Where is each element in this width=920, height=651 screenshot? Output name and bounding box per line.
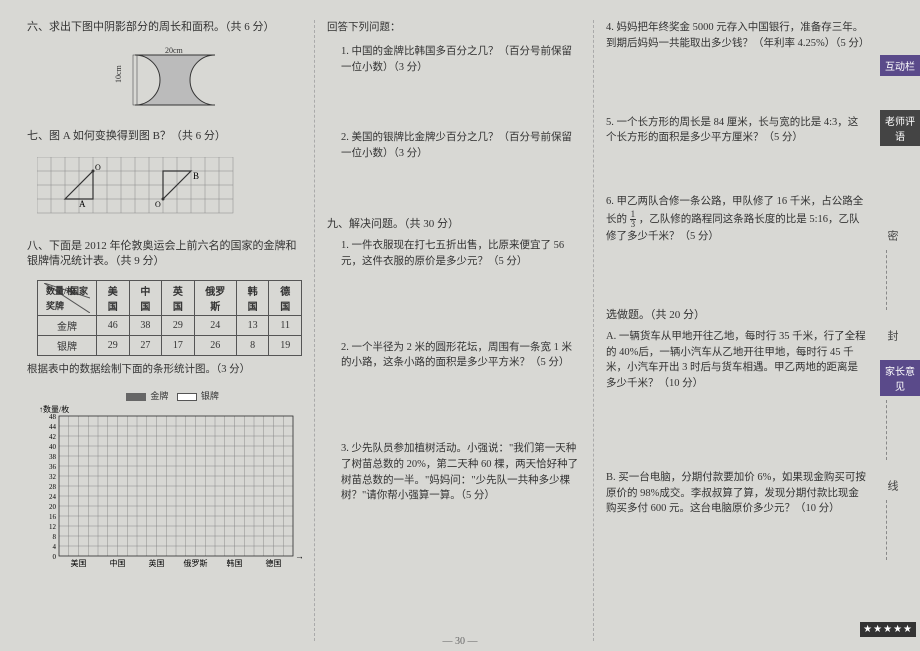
- table-row: 金牌 46 38 29 24 13 11: [38, 315, 302, 335]
- q6-title: 六、求出下图中阴影部分的周长和面积。（共 6 分）: [27, 20, 302, 35]
- q9-6: 6. 甲乙两队合修一条公路，甲队修了 16 千米，占公路全长的 13 ，乙队修的…: [606, 194, 867, 245]
- seal-feng: 封: [884, 330, 900, 341]
- medals-table: 国家 数量/枚 奖牌 美国 中国 英国 俄罗斯 韩国 德国 金牌 46 38 2…: [37, 280, 302, 356]
- bonus-A: A. 一辆货车从甲地开往乙地，每时行 35 千米，行了全程的 40%后，一辆小汽…: [606, 329, 867, 392]
- q6-figure: 20cm 10cm: [105, 45, 225, 115]
- diag-header: 国家 数量/枚 奖牌: [44, 283, 90, 313]
- q7-title: 七、图 A 如何变换得到图 B？（共 6 分）: [27, 129, 302, 144]
- q8-sub1: 1. 中国的金牌比韩国多百分之几？（百分号前保留一位小数）（3 分）: [327, 44, 581, 76]
- column-left: 六、求出下图中阴影部分的周长和面积。（共 6 分） 20cm 10cm 七、图 …: [15, 20, 314, 641]
- difficulty-stars: ★★★★★: [860, 622, 916, 637]
- svg-text:38: 38: [49, 453, 57, 461]
- svg-text:32: 32: [49, 473, 57, 481]
- q8-title: 八、下面是 2012 年伦敦奥运会上前六名的国家的金牌和银牌情况统计表。（共 9…: [27, 239, 302, 270]
- table-row: 银牌 29 27 17 26 8 19: [38, 335, 302, 355]
- q9-title: 九、解决问题。（共 30 分）: [327, 217, 581, 232]
- seal-xian: 线: [884, 480, 900, 491]
- svg-text:O: O: [155, 200, 161, 209]
- svg-text:42: 42: [49, 433, 57, 441]
- fig6-height-label: 10cm: [114, 65, 123, 84]
- svg-text:0: 0: [53, 553, 57, 561]
- side-panel: 互动栏 老师评语 家长意见 密 封 线 ★★★★★: [870, 0, 920, 651]
- q9-5: 5. 一个长方形的周长是 84 厘米，长与宽的比是 4:3，这个长方形的面积是多…: [606, 115, 867, 147]
- svg-text:12: 12: [49, 523, 57, 531]
- column-middle: 回答下列问题： 1. 中国的金牌比韩国多百分之几？（百分号前保留一位小数）（3 …: [314, 20, 594, 641]
- svg-text:韩国: 韩国: [227, 558, 243, 568]
- svg-text:中国: 中国: [110, 558, 126, 568]
- svg-text:48: 48: [49, 413, 57, 421]
- chart-legend: 金牌 银牌: [37, 389, 302, 402]
- svg-text:16: 16: [49, 513, 57, 521]
- svg-text:4: 4: [53, 543, 57, 551]
- svg-text:28: 28: [49, 483, 57, 491]
- svg-text:44: 44: [49, 423, 57, 431]
- q8-sub2: 2. 美国的银牌比金牌少百分之几？（百分号前保留一位小数）（3 分）: [327, 130, 581, 162]
- svg-text:B: B: [193, 171, 199, 181]
- col2-intro: 回答下列问题：: [327, 20, 581, 36]
- q9-4: 4. 妈妈把年终奖金 5000 元存入中国银行，准备存三年。到期后妈妈一共能取出…: [606, 20, 867, 52]
- svg-text:40: 40: [49, 443, 57, 451]
- svg-text:→: →: [295, 551, 302, 561]
- legend-silver-box: [177, 393, 197, 401]
- legend-gold-box: [126, 393, 146, 401]
- q9-2: 2. 一个半径为 2 米的圆形花坛，周围有一条宽 1 米的小路，这条小路的面积是…: [327, 340, 581, 372]
- svg-text:36: 36: [49, 463, 57, 471]
- seal-mi: 密: [884, 230, 900, 241]
- bonus-title: 选做题。（共 20 分）: [606, 308, 867, 323]
- column-right: 4. 妈妈把年终奖金 5000 元存入中国银行，准备存三年。到期后妈妈一共能取出…: [594, 20, 879, 641]
- chart-svg: ↑数量/枚 484442403836322824201612840 美国中国英国…: [37, 404, 302, 572]
- q9-1: 1. 一件衣服现在打七五折出售，比原来便宜了 56 元，这件衣服的原价是多少元？…: [327, 238, 581, 270]
- fig6-width-label: 20cm: [165, 46, 184, 55]
- tab-teacher: 老师评语: [880, 110, 920, 146]
- svg-text:德国: 德国: [266, 558, 282, 568]
- svg-text:A: A: [79, 199, 86, 209]
- q7-figure: O A O B: [37, 157, 302, 221]
- svg-text:8: 8: [53, 533, 57, 541]
- svg-text:英国: 英国: [149, 558, 165, 568]
- q9-3: 3. 少先队员参加植树活动。小强说："我们第一天种了树苗总数的 20%，第二天种…: [327, 441, 581, 504]
- table-row: 国家 数量/枚 奖牌 美国 中国 英国 俄罗斯 韩国 德国: [38, 280, 302, 315]
- fraction: 13: [630, 210, 637, 229]
- svg-text:24: 24: [49, 493, 57, 501]
- svg-text:俄罗斯: 俄罗斯: [184, 558, 208, 568]
- svg-text:O: O: [95, 163, 101, 172]
- svg-text:20: 20: [49, 503, 57, 511]
- bonus-B: B. 买一台电脑，分期付款要加价 6%，如果现金购买可按原价的 98%成交。李叔…: [606, 470, 867, 517]
- tab-interactive: 互动栏: [880, 55, 920, 76]
- page-number: — 30 —: [443, 636, 478, 647]
- svg-text:美国: 美国: [71, 558, 87, 568]
- chart-prompt: 根据表中的数据绘制下面的条形统计图。（3 分）: [27, 362, 302, 378]
- bar-chart: 金牌 银牌 ↑数量/枚 484442403836322824201612840 …: [37, 389, 302, 572]
- tab-parent: 家长意见: [880, 360, 920, 396]
